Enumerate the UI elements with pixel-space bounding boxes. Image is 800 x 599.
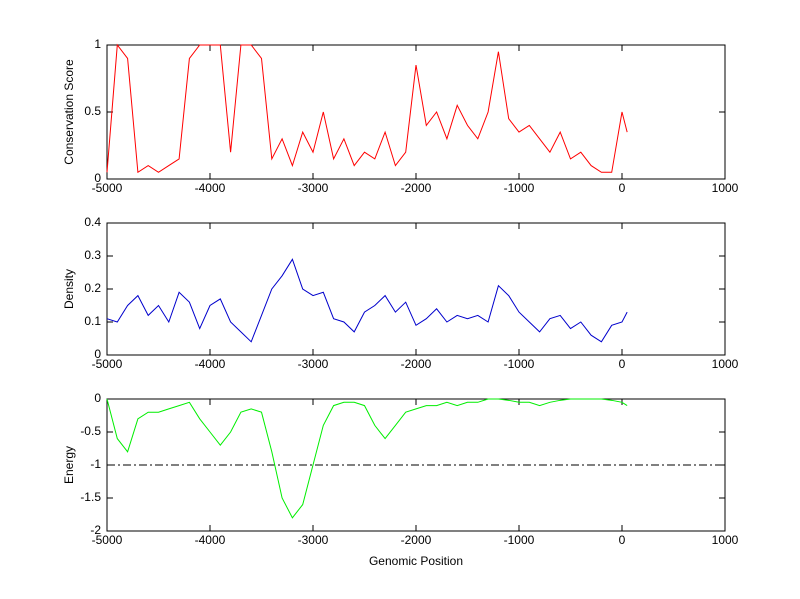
y-tick-label: 0.5 [84,104,101,118]
x-tick-label: -5000 [92,357,123,371]
y-axis-label: Energy [62,446,76,484]
y-tick-label: 0.2 [84,281,101,295]
x-tick-label: 1000 [712,533,739,547]
x-tick-label: -4000 [195,357,226,371]
data-line [106,398,628,519]
x-tick-label: -2000 [401,533,432,547]
x-tick-label: -2000 [401,181,432,195]
y-tick-label: -1 [90,457,101,471]
x-axis-label: Genomic Position [369,554,463,568]
x-tick-label: 1000 [712,181,739,195]
x-tick-label: -3000 [298,181,329,195]
y-tick-label: -2 [90,523,101,537]
y-tick-label: -1.5 [80,490,101,504]
x-tick-label: -1000 [504,533,535,547]
x-tick-label: -4000 [195,181,226,195]
y-tick-label: 0 [94,391,101,405]
x-tick-label: -2000 [401,357,432,371]
data-line [106,258,628,343]
x-tick-label: -3000 [298,357,329,371]
y-tick-label: 0.3 [84,248,101,262]
x-tick-label: -3000 [298,533,329,547]
y-tick-label: 0.1 [84,314,101,328]
y-tick-label: -0.5 [80,424,101,438]
y-tick-label: 1 [94,37,101,51]
x-tick-label: 0 [619,181,626,195]
axes-frame [106,222,726,356]
y-tick-label: 0 [94,347,101,361]
x-tick-label: 0 [619,357,626,371]
x-tick-label: -1000 [504,181,535,195]
x-tick-label: 0 [619,533,626,547]
x-tick-label: -5000 [92,181,123,195]
x-tick-label: -1000 [504,357,535,371]
y-tick-label: 0.4 [84,215,101,229]
x-tick-label: -5000 [92,533,123,547]
data-line [106,43,628,174]
x-tick-label: -4000 [195,533,226,547]
y-axis-label: Density [62,269,76,309]
y-axis-label: Conservation Score [62,59,76,165]
x-tick-label: 1000 [712,357,739,371]
y-tick-label: 0 [94,171,101,185]
